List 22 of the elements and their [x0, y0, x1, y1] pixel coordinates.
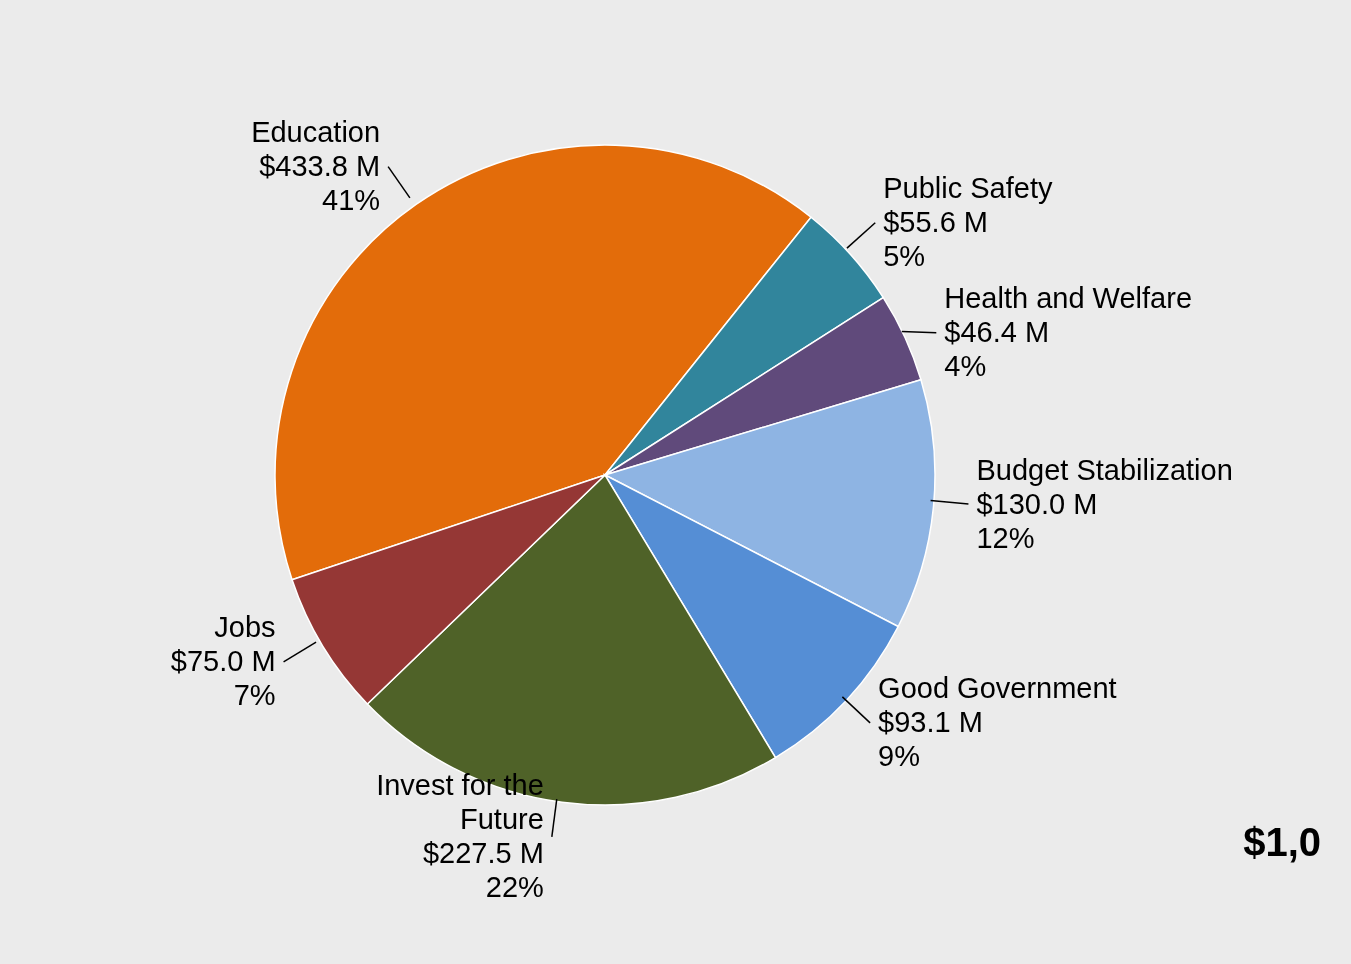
slice-label: Jobs: [214, 611, 276, 644]
text: 5%: [883, 240, 926, 273]
data-label: $227.5 M: [422, 837, 544, 870]
text: 41%: [322, 184, 381, 217]
slice-label: Education: [251, 116, 381, 149]
data-label: $46.4 M: [944, 316, 1050, 349]
slice-label: Health and Welfare: [944, 282, 1193, 315]
slice-label: Public Safety: [883, 172, 1053, 205]
data-label: $433.8 M: [259, 150, 381, 183]
text: 12%: [976, 521, 1035, 554]
slice-label: Invest for the Future: [376, 769, 544, 836]
text: 7%: [233, 679, 276, 712]
data-label: $93.1 M: [878, 706, 983, 739]
data-label: $75.0 M: [170, 645, 276, 678]
text: $1,0: [1243, 820, 1321, 865]
data-label: $130.0 M: [976, 487, 1098, 520]
slice-label: Good Government: [878, 672, 1117, 705]
text: 4%: [944, 350, 987, 383]
text: 9%: [878, 740, 921, 773]
text: 22%: [485, 871, 544, 904]
data-label: $55.6 M: [883, 206, 989, 239]
slice-label: Budget Stabilization: [976, 453, 1233, 486]
